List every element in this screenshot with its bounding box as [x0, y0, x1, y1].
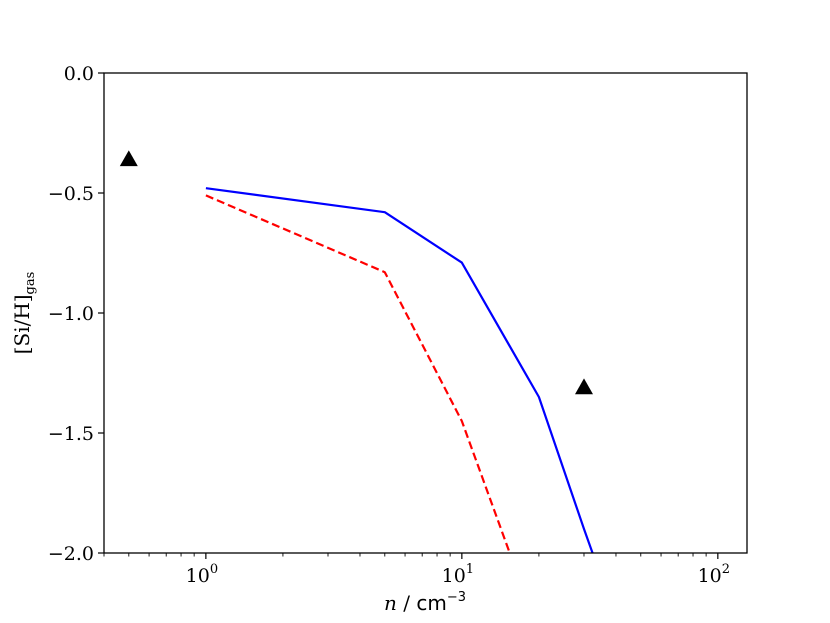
x-axis-label-sep: /	[397, 591, 416, 615]
y-tick-label-2: −1.0	[48, 303, 94, 325]
y-tick-label-3: −1.5	[48, 423, 94, 445]
series-line-1	[205, 187, 594, 553]
series-line-2	[205, 194, 511, 553]
x-tick-label-1: 101	[442, 562, 474, 587]
marker-layer	[119, 150, 593, 395]
y-tick-label-1: −0.5	[48, 183, 94, 205]
x-tick-label-0: 100	[186, 562, 218, 587]
plot-frame	[103, 72, 748, 554]
marker-triangle-2	[575, 378, 593, 395]
y-tick-label-0: 0.0	[64, 63, 94, 85]
series-layer	[205, 187, 594, 553]
y-axis-ticks: 0.0 −0.5 −1.0 −1.5 −2.0	[48, 63, 104, 565]
x-axis-label: n / cm−3	[384, 590, 466, 615]
x-axis-label-unit: cm	[416, 591, 446, 615]
y-axis-label-main: [Si/H]	[10, 294, 34, 354]
x-axis-ticks: 100 101 102	[103, 553, 730, 587]
marker-triangle-1	[119, 150, 138, 167]
y-axis-label-sub: gas	[23, 272, 38, 295]
y-tick-label-4: −2.0	[48, 543, 94, 565]
x-axis-label-unit-exp: −3	[447, 590, 466, 605]
x-axis-label-var: n	[384, 591, 397, 615]
x-tick-label-2: 102	[698, 562, 730, 587]
y-axis-label: [Si/H]gas	[10, 272, 38, 355]
